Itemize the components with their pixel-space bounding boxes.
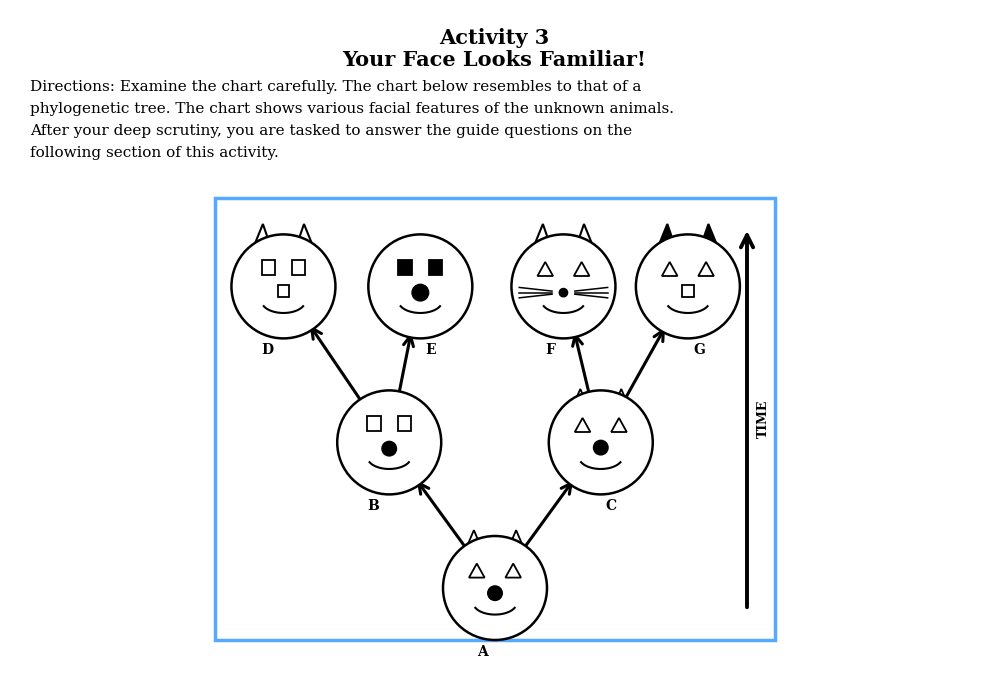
Text: following section of this activity.: following section of this activity.	[30, 146, 279, 160]
Circle shape	[636, 235, 740, 338]
Polygon shape	[533, 224, 551, 249]
Text: Your Face Looks Familiar!: Your Face Looks Familiar!	[342, 50, 646, 70]
Polygon shape	[615, 389, 628, 405]
Text: B: B	[368, 499, 379, 513]
Polygon shape	[662, 262, 678, 276]
Polygon shape	[537, 262, 553, 276]
Polygon shape	[574, 262, 590, 276]
Bar	[682, 286, 694, 297]
Text: After your deep scrutiny, you are tasked to answer the guide questions on the: After your deep scrutiny, you are tasked…	[30, 124, 632, 138]
Polygon shape	[575, 418, 591, 432]
Circle shape	[412, 284, 429, 301]
Bar	[368, 416, 381, 431]
Circle shape	[337, 390, 442, 495]
Circle shape	[512, 235, 616, 338]
Circle shape	[369, 235, 472, 338]
Bar	[215, 198, 775, 640]
Text: Activity 3: Activity 3	[439, 28, 549, 48]
Text: C: C	[606, 499, 617, 513]
Text: phylogenetic tree. The chart shows various facial features of the unknown animal: phylogenetic tree. The chart shows vario…	[30, 102, 674, 116]
Circle shape	[443, 536, 547, 640]
Polygon shape	[612, 418, 626, 432]
Polygon shape	[295, 224, 314, 249]
Circle shape	[594, 440, 608, 455]
Text: A: A	[477, 645, 488, 659]
Bar	[398, 260, 412, 275]
Bar	[397, 416, 411, 431]
Bar	[429, 260, 443, 275]
Text: TIME: TIME	[757, 400, 770, 438]
Bar	[291, 260, 305, 275]
Text: E: E	[425, 343, 436, 357]
Polygon shape	[506, 563, 521, 578]
Circle shape	[231, 235, 336, 338]
Text: F: F	[545, 343, 555, 357]
Circle shape	[488, 586, 502, 601]
Polygon shape	[469, 563, 484, 578]
Circle shape	[559, 288, 567, 297]
Text: D: D	[262, 343, 274, 357]
Polygon shape	[575, 224, 594, 249]
Polygon shape	[508, 530, 525, 550]
Circle shape	[382, 442, 396, 456]
Polygon shape	[573, 389, 587, 405]
Polygon shape	[700, 224, 718, 249]
Polygon shape	[253, 224, 272, 249]
Text: Directions: Examine the chart carefully. The chart below resembles to that of a: Directions: Examine the chart carefully.…	[30, 80, 641, 94]
Polygon shape	[465, 530, 482, 550]
Polygon shape	[657, 224, 676, 249]
Bar	[278, 286, 289, 297]
Circle shape	[548, 390, 653, 495]
Polygon shape	[699, 262, 714, 276]
Text: G: G	[693, 343, 704, 357]
Bar	[262, 260, 275, 275]
